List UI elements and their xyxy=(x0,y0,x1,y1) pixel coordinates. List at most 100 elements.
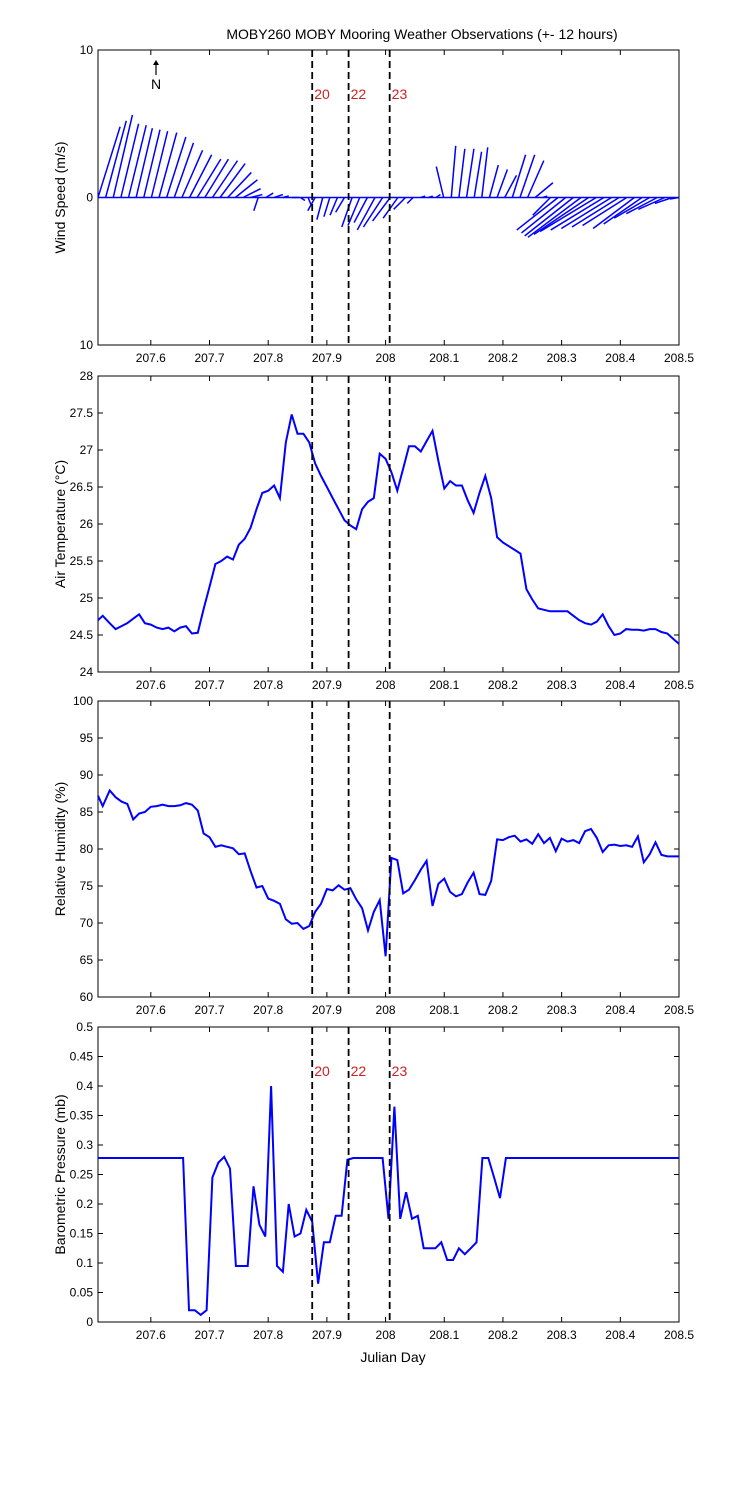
wind-vector xyxy=(329,197,339,216)
wind-vector xyxy=(334,197,346,213)
wind-vector xyxy=(250,193,263,199)
event-marker-label: 23 xyxy=(392,1063,408,1079)
x-tick-label: 208.5 xyxy=(664,1328,694,1342)
wind-vector xyxy=(571,196,620,228)
wind-vector xyxy=(521,196,567,234)
axes-box xyxy=(97,375,680,673)
y-tick-label: 26.5 xyxy=(70,480,94,494)
wind-vector xyxy=(592,196,635,230)
wind-vector xyxy=(97,126,121,198)
wind-vector xyxy=(120,123,140,198)
y-tick-label: 10 xyxy=(80,43,94,57)
y-tick-label: 0 xyxy=(86,1315,93,1329)
y-tick-label: 60 xyxy=(80,990,94,1004)
wind-vector xyxy=(300,196,306,202)
y-tick-label: 75 xyxy=(80,879,94,893)
x-tick-label: 207.6 xyxy=(136,678,166,692)
north-label: N xyxy=(151,76,161,92)
wind-vector xyxy=(458,148,466,198)
wind-vector xyxy=(234,179,258,199)
wind-vector xyxy=(473,151,483,198)
y-tick-label: 100 xyxy=(73,694,93,708)
y-axis-label: Barometric Pressure (mb) xyxy=(52,1094,68,1254)
wind-vector xyxy=(341,197,353,228)
wind-vector xyxy=(150,130,169,198)
wind-vector xyxy=(323,197,331,217)
y-tick-label: 0.25 xyxy=(70,1168,94,1182)
wind-vector xyxy=(465,148,475,198)
x-tick-label: 207.8 xyxy=(253,678,283,692)
wind-vector xyxy=(406,196,414,204)
wind-vector xyxy=(242,187,261,199)
y-axis-label: Relative Humidity (%) xyxy=(52,782,68,917)
y-tick-label: 0.4 xyxy=(76,1079,93,1093)
y-tick-label: 28 xyxy=(80,369,94,383)
x-tick-label: 207.7 xyxy=(194,1328,224,1342)
x-tick-label: 208.1 xyxy=(429,1003,459,1017)
event-marker-label: 22 xyxy=(351,1063,367,1079)
wind-vector xyxy=(127,125,147,198)
y-tick-label: 65 xyxy=(80,953,94,967)
wind-vector xyxy=(356,197,376,231)
event-marker-label: 20 xyxy=(314,1063,330,1079)
wind-vector xyxy=(393,196,407,210)
x-tick-label: 208.5 xyxy=(664,678,694,692)
wind-vector xyxy=(613,196,651,219)
wind-vector xyxy=(420,195,426,199)
x-tick-label: 207.8 xyxy=(253,1328,283,1342)
x-tick-label: 208.4 xyxy=(605,1328,635,1342)
y-tick-label: 25 xyxy=(80,591,94,605)
x-tick-label: 208.2 xyxy=(488,1003,518,1017)
wind-vector xyxy=(188,154,213,198)
wind-vector xyxy=(516,196,559,231)
event-marker-label: 20 xyxy=(314,86,330,102)
wind-vector xyxy=(428,195,434,199)
x-tick-label: 208.5 xyxy=(664,1003,694,1017)
x-tick-label: 207.6 xyxy=(136,1328,166,1342)
wind-vector xyxy=(625,196,658,215)
wind-vector xyxy=(143,129,161,198)
x-tick-label: 208.1 xyxy=(429,351,459,365)
x-tick-label: 207.7 xyxy=(194,678,224,692)
panel-2: 207.6 207.7 207.8 207.9 208 208.1 208.2 208.3 20… xyxy=(52,369,694,692)
panel-1: 207.6 207.7 207.8 207.9 208 208.1 208.2 208.3 20… xyxy=(52,43,694,365)
wind-vector xyxy=(450,145,457,198)
x-tick-label: 208 xyxy=(376,678,396,692)
x-tick-label: 207.9 xyxy=(312,1328,342,1342)
wind-vector xyxy=(362,197,384,228)
wind-vector xyxy=(638,196,666,210)
axes-box xyxy=(97,700,680,998)
figure-title: MOBY260 MOBY Mooring Weather Observation… xyxy=(226,26,617,42)
x-tick-label: 208.2 xyxy=(488,678,518,692)
y-tick-label: 0.45 xyxy=(70,1050,94,1064)
wind-vector xyxy=(347,197,361,226)
x-tick-label: 208.4 xyxy=(605,351,635,365)
x-tick-label: 208.3 xyxy=(547,351,577,365)
wind-vector xyxy=(435,193,441,199)
wind-vector xyxy=(173,142,195,198)
y-tick-label: 25.5 xyxy=(70,554,94,568)
wind-vector xyxy=(211,160,239,198)
wind-vector xyxy=(560,196,612,230)
wind-vector xyxy=(181,149,204,198)
wind-vector xyxy=(282,195,289,199)
x-tick-label: 207.8 xyxy=(253,1003,283,1017)
wind-vector xyxy=(135,128,154,198)
wind-vector xyxy=(534,182,554,199)
x-tick-label: 207.9 xyxy=(312,678,342,692)
y-tick-label: 95 xyxy=(80,731,94,745)
y-tick-label: 0.1 xyxy=(76,1256,93,1270)
x-axis-label: Julian Day xyxy=(360,1349,425,1365)
wind-vector xyxy=(488,164,500,198)
wind-vector xyxy=(539,196,597,233)
wind-vector xyxy=(316,197,324,220)
wind-vector xyxy=(307,197,312,206)
x-tick-label: 208.3 xyxy=(547,1003,577,1017)
wind-vector xyxy=(504,175,518,198)
y-tick-label: 0.35 xyxy=(70,1109,94,1123)
wind-vector xyxy=(435,166,445,198)
wind-vector xyxy=(273,193,284,199)
x-tick-label: 208 xyxy=(376,1003,396,1017)
x-tick-label: 207.6 xyxy=(136,351,166,365)
